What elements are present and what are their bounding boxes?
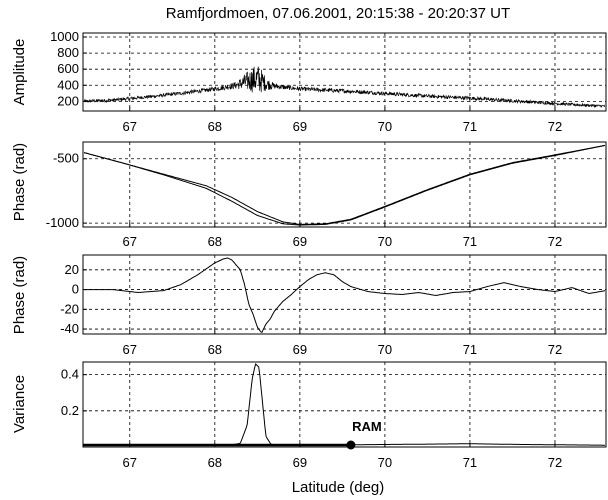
y-tick-label: -1000 <box>46 215 79 230</box>
x-tick-label: 69 <box>293 455 307 470</box>
x-tick-label: 67 <box>123 119 137 134</box>
y-tick-label: 0.2 <box>61 403 79 418</box>
y-tick-label: 600 <box>57 61 79 76</box>
panel-frame <box>82 141 607 228</box>
x-tick-label: 72 <box>548 234 562 249</box>
x-tick-label: 70 <box>378 455 392 470</box>
x-axis-label: Latitude (deg) <box>292 479 385 496</box>
x-tick-label: 67 <box>123 342 137 357</box>
y-tick-label: 20 <box>65 262 79 277</box>
y-tick-label: 1000 <box>50 29 79 44</box>
x-tick-label: 69 <box>293 119 307 134</box>
y-axis-label: Amplitude <box>11 39 28 106</box>
x-tick-label: 69 <box>293 342 307 357</box>
y-axis-label: Phase (rad) <box>11 256 28 334</box>
y-tick-label: 800 <box>57 45 79 60</box>
x-tick-label: 72 <box>548 119 562 134</box>
annotation-marker <box>346 440 356 450</box>
y-tick-label: 400 <box>57 77 79 92</box>
panel-frame <box>82 254 607 335</box>
panel-frame <box>82 361 607 448</box>
y-tick-label: -500 <box>53 151 79 166</box>
y-axis-label: Variance <box>11 375 28 433</box>
x-tick-label: 70 <box>378 342 392 357</box>
y-tick-label: -40 <box>60 321 79 336</box>
x-tick-label: 70 <box>378 234 392 249</box>
x-tick-label: 71 <box>463 234 477 249</box>
x-tick-label: 67 <box>123 455 137 470</box>
x-tick-label: 68 <box>208 234 222 249</box>
x-tick-label: 72 <box>548 342 562 357</box>
series-line-1 <box>84 144 605 225</box>
panel-3: 67 68 69 70 71 72 20 0 -20 -40 Phase (rad) <box>11 254 607 357</box>
x-tick-label: 72 <box>548 455 562 470</box>
x-tick-label: 68 <box>208 119 222 134</box>
panel-4: 67 68 69 70 71 72 0.4 0.2 Variance RAM <box>11 361 607 470</box>
x-tick-label: 71 <box>463 342 477 357</box>
x-tick-label: 71 <box>463 119 477 134</box>
panel-2: 67 68 69 70 71 72 -500 -1000 Phase (rad) <box>11 141 607 249</box>
y-tick-label: 0 <box>72 282 79 297</box>
chart-title: Ramfjordmoen, 07.06.2001, 20:15:38 - 20:… <box>166 5 510 22</box>
x-tick-label: 71 <box>463 455 477 470</box>
y-axis-label: Phase (rad) <box>11 143 28 221</box>
x-tick-label: 69 <box>293 234 307 249</box>
panel-frame <box>82 32 607 112</box>
y-tick-label: 200 <box>57 93 79 108</box>
series-line-1 <box>84 257 605 333</box>
x-tick-label: 67 <box>123 234 137 249</box>
x-tick-label: 70 <box>378 119 392 134</box>
y-tick-label: -20 <box>60 301 79 316</box>
x-tick-label: 68 <box>208 455 222 470</box>
series-line-2 <box>84 144 605 226</box>
x-tick-label: 68 <box>208 342 222 357</box>
annotation-label: RAM <box>352 419 382 434</box>
y-tick-label: 0.4 <box>61 367 79 382</box>
series-line-1 <box>84 66 605 109</box>
